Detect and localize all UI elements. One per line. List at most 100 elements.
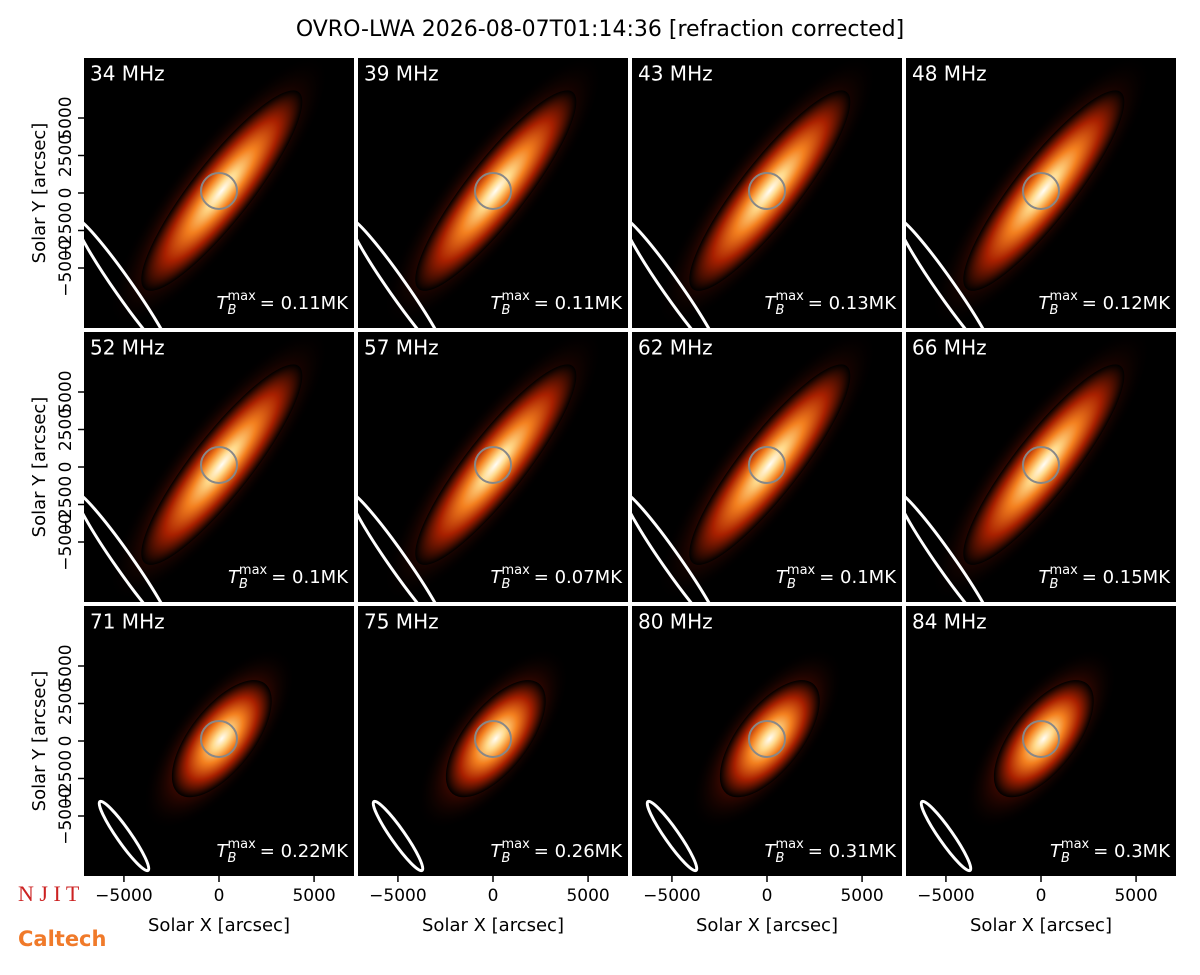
tb-max: TBmax = 0.13MK: [765, 289, 898, 318]
logo: Caltech: [18, 927, 106, 951]
tb-value: = 0.1MK: [271, 567, 349, 588]
tb-max: TBmax = 0.22MK: [217, 837, 350, 866]
tb-max: TBmax = 0.11MK: [491, 289, 624, 318]
panel: 57 MHz TBmax = 0.07MK: [358, 332, 628, 602]
x-tick-label: 0: [214, 886, 225, 906]
x-axis-label: Solar X [arcsec]: [148, 915, 290, 936]
tb-sub: B: [228, 851, 237, 866]
y-tick-label: −5000: [56, 239, 76, 297]
tb-max: TBmax = 0.1MK: [776, 563, 897, 592]
solar-disk: [1022, 172, 1060, 210]
panel: 75 MHz TBmax = 0.26MK: [358, 606, 628, 876]
tb-value: = 0.3MK: [1093, 841, 1171, 862]
y-tick-label: −2500: [56, 202, 76, 260]
y-tick-label: 5000: [56, 370, 76, 413]
tb-sub: B: [502, 577, 511, 592]
panel-title: 43 MHz: [638, 62, 713, 86]
tb-symbol: T: [217, 293, 230, 314]
tb-symbol: T: [1050, 841, 1063, 862]
y-axis-label: Solar Y [arcsec]: [29, 123, 50, 264]
tb-symbol: T: [491, 567, 504, 588]
tb-sub: B: [787, 577, 796, 592]
y-tick-label: −5000: [56, 513, 76, 571]
tb-value: = 0.26MK: [534, 841, 623, 862]
emission: [963, 90, 1125, 291]
panel: 84 MHz TBmax = 0.3MK: [906, 606, 1176, 876]
solar-disk: [748, 446, 786, 484]
y-tick-label: 0: [56, 736, 76, 747]
solar-disk: [474, 720, 512, 758]
panel: 34 MHz TBmax = 0.11MK: [84, 58, 354, 328]
solar-disk: [1022, 446, 1060, 484]
emission: [689, 364, 851, 565]
tb-value: = 0.1MK: [819, 567, 897, 588]
x-tick-label: 0: [488, 886, 499, 906]
y-tick-label: 2500: [56, 408, 76, 451]
tb-sup: max: [501, 563, 530, 578]
tb-sup: max: [787, 563, 816, 578]
figure-title: OVRO-LWA 2026-08-07T01:14:36 [refraction…: [296, 17, 904, 42]
panel-title: 84 MHz: [912, 610, 987, 634]
y-tick-label: 0: [56, 462, 76, 473]
emission: [719, 680, 820, 798]
tb-sup: max: [1049, 289, 1078, 304]
tb-max: TBmax = 0.15MK: [1039, 563, 1172, 592]
y-tick-label: 5000: [56, 96, 76, 139]
emission: [141, 90, 303, 291]
tb-value: = 0.12MK: [1082, 293, 1171, 314]
x-tick-label: 5000: [292, 886, 335, 906]
tb-symbol: T: [776, 567, 789, 588]
panel: 48 MHz TBmax = 0.12MK: [906, 58, 1176, 328]
beam: [358, 216, 449, 328]
beam: [371, 799, 425, 873]
x-tick-label: 5000: [840, 886, 883, 906]
emission: [445, 680, 546, 798]
panel-title: 75 MHz: [364, 610, 439, 634]
solar-disk: [1022, 720, 1060, 758]
x-axis-label: Solar X [arcsec]: [696, 915, 838, 936]
tb-sub: B: [239, 577, 248, 592]
panel: 71 MHz TBmax = 0.22MK: [84, 606, 354, 876]
beam: [906, 490, 997, 602]
tb-sup: max: [775, 837, 804, 852]
panel-title: 48 MHz: [912, 62, 987, 86]
tb-sub: B: [776, 303, 785, 318]
y-tick-label: 0: [56, 188, 76, 199]
y-axis-label: Solar Y [arcsec]: [29, 671, 50, 812]
solar-disk: [200, 720, 238, 758]
panel-title: 52 MHz: [90, 336, 165, 360]
tb-symbol: T: [228, 567, 241, 588]
beam: [919, 799, 973, 873]
tb-sup: max: [227, 289, 256, 304]
x-axis-label: Solar X [arcsec]: [422, 915, 564, 936]
panel-title: 57 MHz: [364, 336, 439, 360]
tb-sub: B: [502, 303, 511, 318]
beam: [84, 216, 175, 328]
beam: [84, 490, 175, 602]
panel: 62 MHz TBmax = 0.1MK: [632, 332, 902, 602]
y-tick-label: −2500: [56, 750, 76, 808]
tb-value: = 0.22MK: [260, 841, 349, 862]
solar-disk: [748, 172, 786, 210]
tb-sup: max: [501, 289, 530, 304]
tb-sub: B: [1050, 577, 1059, 592]
tb-max: TBmax = 0.1MK: [228, 563, 349, 592]
x-tick-label: 0: [762, 886, 773, 906]
tb-value: = 0.13MK: [808, 293, 897, 314]
tb-sub: B: [228, 303, 237, 318]
tb-sub: B: [502, 851, 511, 866]
x-tick-label: 0: [1036, 886, 1047, 906]
panel-title: 71 MHz: [90, 610, 165, 634]
emission: [415, 364, 577, 565]
tb-sub: B: [1050, 303, 1059, 318]
panel-title: 62 MHz: [638, 336, 713, 360]
x-tick-label: −5000: [369, 886, 427, 906]
beam: [97, 799, 151, 873]
tb-value: = 0.15MK: [1082, 567, 1171, 588]
panel: 66 MHz TBmax = 0.15MK: [906, 332, 1176, 602]
tb-sup: max: [227, 837, 256, 852]
panel-title: 66 MHz: [912, 336, 987, 360]
emission: [415, 90, 577, 291]
solar-disk: [474, 172, 512, 210]
